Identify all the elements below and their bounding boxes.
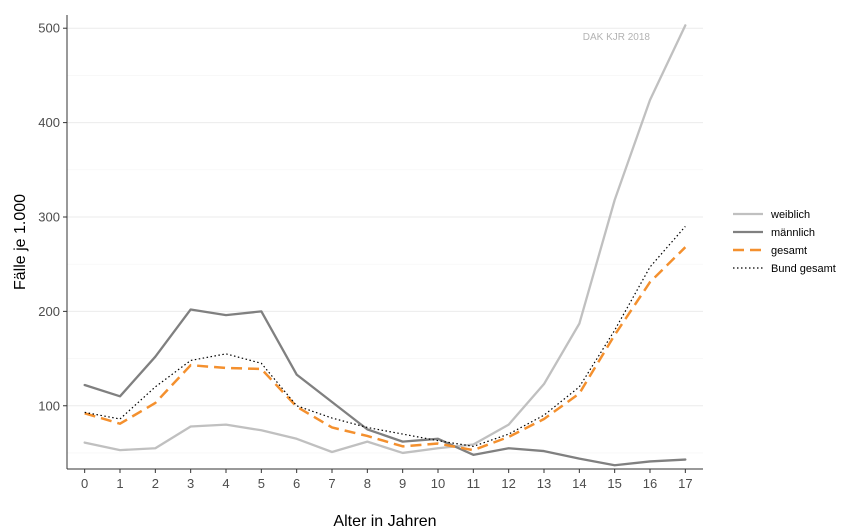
x-tick-label: 3: [187, 476, 194, 491]
series-line-männlich: [83, 308, 687, 467]
legend-label: männlich: [771, 227, 815, 239]
x-tick-label: 2: [152, 476, 159, 491]
y-tick-label: 400: [38, 115, 60, 130]
series-line-gesamt: [84, 246, 687, 452]
legend-label: weiblich: [770, 209, 810, 221]
x-tick-label: 7: [328, 476, 335, 491]
x-tick-label: 4: [222, 476, 229, 491]
y-tick-label: 100: [38, 398, 60, 413]
x-axis-title: Alter in Jahren: [333, 513, 436, 530]
x-tick-label: 12: [501, 476, 515, 491]
x-tick-label: 9: [399, 476, 406, 491]
y-axis-title: Fälle je 1.000: [12, 194, 29, 290]
watermark-label: DAK KJR 2018: [583, 32, 651, 43]
y-tick-label: 300: [38, 209, 60, 224]
y-axis-ticks: 100 200 300 400 500: [38, 21, 67, 413]
x-tick-label: 8: [364, 476, 371, 491]
x-tick-label: 0: [81, 476, 88, 491]
y-tick-label: 200: [38, 304, 60, 319]
legend-label: gesamt: [771, 245, 807, 257]
x-tick-label: 17: [678, 476, 692, 491]
x-tick-label: 13: [537, 476, 551, 491]
x-tick-label: 10: [431, 476, 445, 491]
series-lines: [83, 24, 687, 467]
x-tick-label: 14: [572, 476, 586, 491]
legend: weiblich männlich gesamt Bund gesamt: [733, 209, 836, 275]
x-tick-label: 11: [467, 476, 481, 491]
series-line-weiblich: [83, 24, 687, 455]
x-tick-label: 6: [293, 476, 300, 491]
x-tick-label: 15: [607, 476, 621, 491]
axes: [66, 15, 703, 470]
x-tick-label: 1: [116, 476, 123, 491]
x-tick-label: 5: [258, 476, 265, 491]
series-line-bund-gesamt: [84, 226, 686, 447]
gridlines: [67, 27, 703, 454]
y-tick-label: 500: [38, 21, 60, 36]
x-axis-ticks: 0 1 2 3 4 5 6 7 8 9 10 11 12 13 14 15 16 17: [81, 469, 693, 491]
legend-label: Bund gesamt: [771, 263, 836, 275]
x-tick-label: 16: [643, 476, 657, 491]
